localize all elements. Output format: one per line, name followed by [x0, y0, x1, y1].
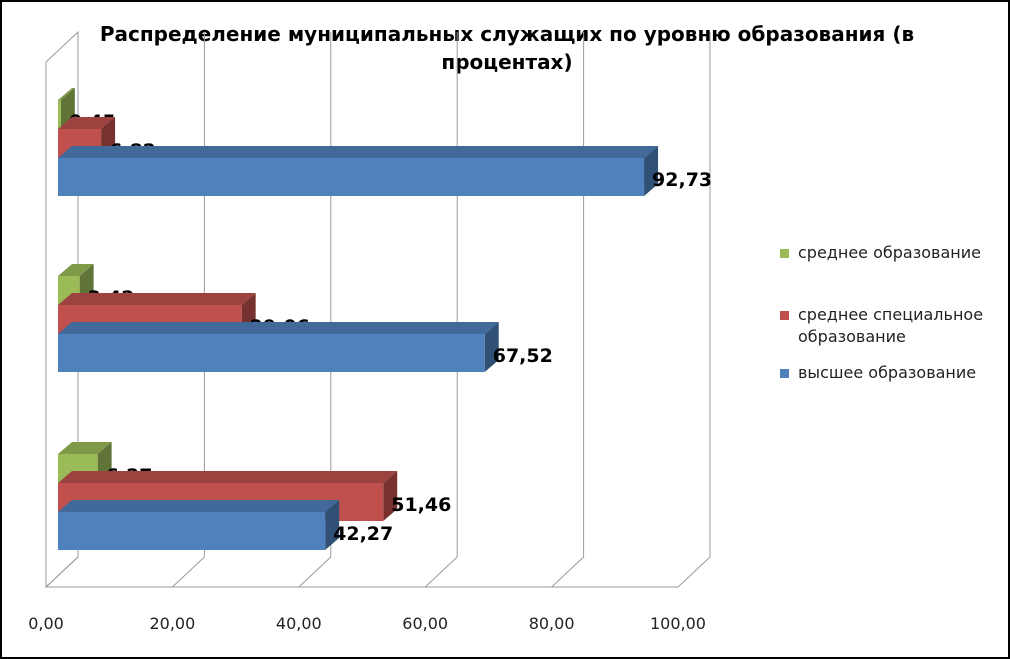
legend-label: среднее специальное образование [798, 305, 984, 346]
bar-end-face [383, 471, 398, 521]
bar-top-face [58, 471, 398, 483]
legend-swatch [780, 369, 789, 378]
legend-swatch [780, 249, 789, 258]
data-label: 42,27 [333, 523, 393, 545]
bar-top-face [58, 293, 256, 305]
x-tick-label: 0,00 [28, 614, 64, 633]
bar [58, 512, 326, 550]
floor-gridline [551, 556, 584, 588]
bar-top-face [58, 322, 499, 334]
bar-end-face [325, 500, 340, 550]
legend-item: среднее образование [780, 242, 1000, 264]
x-tick-label: 40,00 [276, 614, 322, 633]
bar [58, 334, 485, 372]
legend-item: среднее специальное образование [780, 304, 1000, 348]
bar-top-face [58, 442, 112, 454]
bar-top-face [58, 117, 116, 129]
bar-top-face [58, 146, 659, 158]
bar-top-face [58, 500, 340, 512]
data-label: 67,52 [493, 345, 553, 367]
legend: среднее образование среднее специальное … [780, 242, 1000, 384]
legend-swatch [780, 311, 789, 320]
floor-gridline [298, 556, 332, 588]
floor-gridline [424, 556, 458, 588]
bar-top-face [58, 264, 94, 276]
x-tick-label: 20,00 [149, 614, 195, 633]
chart-title: Распределение муниципальных служащих по … [99, 22, 915, 74]
floor-gridline [677, 556, 711, 588]
data-label: 51,46 [391, 494, 451, 516]
legend-label: среднее образование [798, 243, 981, 262]
x-tick-label: 60,00 [402, 614, 448, 633]
bar-end-face [484, 322, 499, 372]
bar-end-face [644, 146, 659, 196]
x-tick-label: 100,00 [650, 614, 706, 633]
legend-item: высшее образование [780, 362, 1000, 384]
bar [58, 100, 61, 138]
bar [58, 158, 645, 196]
floor-gridline [45, 556, 79, 588]
floor-gridline [172, 556, 205, 588]
bar-top-face [58, 88, 75, 100]
legend-label: высшее образование [798, 363, 977, 382]
data-label: 92,73 [652, 169, 712, 191]
x-tick-label: 80,00 [529, 614, 575, 633]
